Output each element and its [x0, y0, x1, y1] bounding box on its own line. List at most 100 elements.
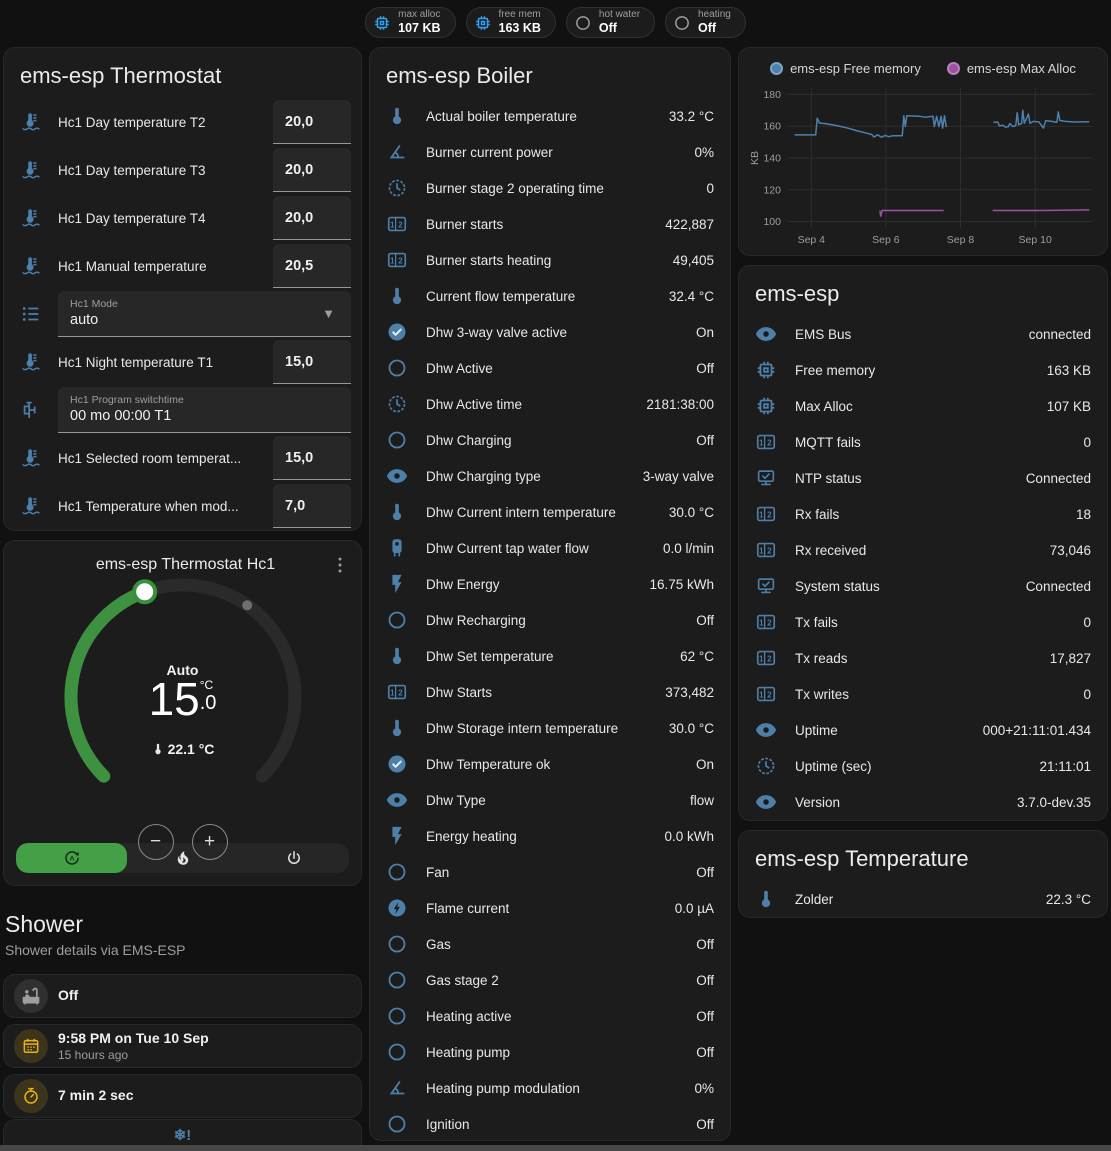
circle-icon	[386, 1041, 408, 1063]
badge[interactable]: max alloc 107 KB	[365, 7, 456, 38]
badge[interactable]: heating Off	[665, 7, 746, 38]
boiler-icon	[386, 537, 408, 559]
entity-row[interactable]: Dhw Energy 16.75 kWh	[370, 566, 730, 602]
entity-row[interactable]: Uptime 000+21:11:01.434	[739, 712, 1107, 748]
entity-row[interactable]: Dhw Active Off	[370, 350, 730, 386]
entity-value: 16.75 kWh	[649, 576, 714, 592]
decrease-temp-button[interactable]: −	[137, 824, 174, 860]
entity-row[interactable]: Dhw 3-way valve active On	[370, 314, 730, 350]
entity-name: Burner starts	[426, 216, 504, 232]
eye-icon	[386, 465, 408, 487]
entity-row[interactable]: Gas stage 2 Off	[370, 962, 730, 998]
dial-arc	[64, 578, 301, 783]
angle-icon	[386, 141, 408, 163]
thermostat-dial[interactable]: Auto 15 °C .0 22.1 °C − +	[4, 578, 361, 860]
entity-row[interactable]: Dhw Storage intern temperature 30.0 °C	[370, 710, 730, 746]
entity-row[interactable]: Free memory 163 KB	[739, 352, 1107, 388]
svg-text:140: 140	[763, 153, 781, 165]
entity-row[interactable]: Dhw Current intern temperature 30.0 °C	[370, 494, 730, 530]
entity-row[interactable]: Tx writes 0	[739, 676, 1107, 712]
more-menu-icon[interactable]	[329, 554, 351, 576]
clock-icon	[755, 755, 777, 777]
hvac-mode-button[interactable]	[16, 843, 127, 873]
entity-row[interactable]: Dhw Set temperature 62 °C	[370, 638, 730, 674]
entity-row[interactable]: Dhw Charging type 3-way valve	[370, 458, 730, 494]
entity-row[interactable]: Dhw Temperature ok On	[370, 746, 730, 782]
number-input[interactable]: 20,0	[273, 148, 351, 192]
entity-row[interactable]: Dhw Charging Off	[370, 422, 730, 458]
entity-value: 30.0 °C	[668, 504, 714, 520]
chip-icon	[755, 395, 777, 417]
entity-row[interactable]: Dhw Current tap water flow 0.0 l/min	[370, 530, 730, 566]
entity-row[interactable]: Version 3.7.0-dev.35	[739, 784, 1107, 820]
boiler-card: ems-esp Boiler Actual boiler temperature…	[369, 47, 731, 1141]
entity-row[interactable]: Fan Off	[370, 854, 730, 890]
entity-name: Dhw Current tap water flow	[426, 540, 589, 556]
entity-row[interactable]: Zolder 22.3 °C	[739, 881, 1107, 917]
text-value: 00 mo 00:00 T1	[70, 408, 172, 424]
entity-row[interactable]: Current flow temperature 32.4 °C	[370, 278, 730, 314]
number-input[interactable]: 20,0	[273, 196, 351, 240]
circle-icon	[386, 933, 408, 955]
clock-icon	[386, 177, 408, 199]
entity-row[interactable]: Heating active Off	[370, 998, 730, 1034]
entity-row[interactable]: Actual boiler temperature 33.2 °C	[370, 98, 730, 134]
entity-row[interactable]: Gas Off	[370, 926, 730, 962]
shower-tile[interactable]: 7 min 2 sec	[3, 1074, 362, 1118]
entity-row[interactable]: MQTT fails 0	[739, 424, 1107, 460]
shower-tile[interactable]: Off	[3, 974, 362, 1018]
circle-icon	[386, 609, 408, 631]
entity-row[interactable]: Max Alloc 107 KB	[739, 388, 1107, 424]
entity-row[interactable]: System status Connected	[739, 568, 1107, 604]
entity-value: Off	[696, 432, 714, 448]
entity-row[interactable]: Rx fails 18	[739, 496, 1107, 532]
entity-row[interactable]: Dhw Type flow	[370, 782, 730, 818]
legend-item[interactable]: ems-esp Max Alloc	[946, 61, 1076, 76]
entity-value: 0	[706, 180, 714, 196]
circle-icon	[386, 1113, 408, 1135]
entity-row[interactable]: Burner starts 422,887	[370, 206, 730, 242]
entity-name: Burner current power	[426, 144, 553, 160]
mode-select[interactable]: Hc1 Mode auto ▼	[58, 291, 351, 337]
number-input[interactable]: 7,0	[273, 484, 351, 528]
entity-row[interactable]: Burner starts heating 49,405	[370, 242, 730, 278]
entity-row[interactable]: Dhw Active time 2181:38:00	[370, 386, 730, 422]
entity-row[interactable]: EMS Bus connected	[739, 316, 1107, 352]
tile-primary: Off	[58, 987, 79, 1004]
entity-value: 0%	[694, 1080, 714, 1096]
entity-row[interactable]: Burner current power 0%	[370, 134, 730, 170]
entity-row[interactable]: Energy heating 0.0 kWh	[370, 818, 730, 854]
entity-row[interactable]: Ignition Off	[370, 1106, 730, 1141]
entity-row[interactable]: Rx received 73,046	[739, 532, 1107, 568]
badge[interactable]: free mem 163 KB	[465, 7, 556, 38]
card-header: ems-esp Thermostat Hc1	[4, 541, 361, 576]
entity-row[interactable]: Heating pump modulation 0%	[370, 1070, 730, 1106]
entity-row[interactable]: Dhw Recharging Off	[370, 602, 730, 638]
legend-item[interactable]: ems-esp Free memory	[770, 61, 921, 76]
svg-text:120: 120	[763, 184, 781, 196]
entity-row[interactable]: Burner stage 2 operating time 0	[370, 170, 730, 206]
shower-tile[interactable]: 9:58 PM on Tue 10 Sep 15 hours ago	[3, 1024, 362, 1068]
number-input[interactable]: 15,0	[273, 340, 351, 384]
circle-icon	[673, 14, 691, 32]
entity-row[interactable]: Heating pump Off	[370, 1034, 730, 1070]
number-input[interactable]: 20,5	[273, 244, 351, 288]
number-input[interactable]: 20,0	[273, 100, 351, 144]
entity-row[interactable]: NTP status Connected	[739, 460, 1107, 496]
svg-text:Sep 8: Sep 8	[947, 234, 975, 246]
entity-row[interactable]: Flame current 0.0 µA	[370, 890, 730, 926]
entity-row[interactable]: Dhw Starts 373,482	[370, 674, 730, 710]
text-input[interactable]: Hc1 Program switchtime 00 mo 00:00 T1	[58, 387, 351, 433]
increase-temp-button[interactable]: +	[191, 824, 228, 860]
entity-row: Hc1 Day temperature T4 20,0	[4, 194, 361, 242]
entity-row[interactable]: Tx reads 17,827	[739, 640, 1107, 676]
number-input[interactable]: 15,0	[273, 436, 351, 480]
counter-icon	[386, 249, 408, 271]
entity-row[interactable]: Uptime (sec) 21:11:01	[739, 748, 1107, 784]
card-title: ems-esp Boiler	[386, 63, 533, 88]
entity-name: Hc1 Temperature when mod...	[58, 498, 239, 514]
entity-row[interactable]: Tx fails 0	[739, 604, 1107, 640]
badge[interactable]: hot water Off	[565, 7, 656, 38]
entity-name: Actual boiler temperature	[426, 108, 577, 124]
counter-icon	[386, 213, 408, 235]
